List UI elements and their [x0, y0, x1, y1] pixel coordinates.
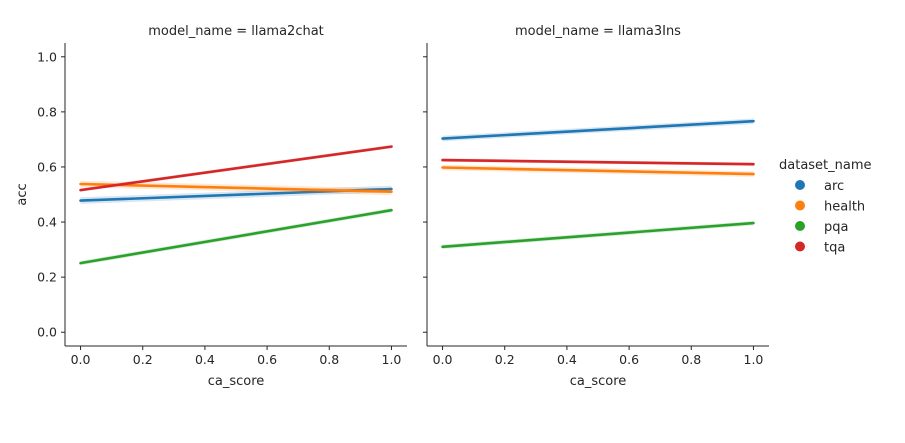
panel-1: model_name = llama2chat 0.0 0.2 0.4 0.6 0.8 1.…	[15, 24, 407, 389]
x-tick-label: 0.6	[619, 352, 639, 367]
y-tick-label: 0.6	[37, 159, 57, 174]
series-pqa-line	[441, 221, 755, 249]
x-tick-label: 0.0	[433, 352, 453, 367]
legend-marker	[795, 180, 805, 190]
x-tick-label: 1.0	[382, 352, 402, 367]
panel-title: model_name = llama3Ins	[515, 24, 681, 39]
x-tick-label: 0.2	[495, 352, 515, 367]
legend-label: health	[824, 200, 865, 215]
y-tick-label: 0.2	[37, 270, 57, 285]
panel-2: model_name = llama3Ins 0.0 0.2 0.4 0.6 0.8 1.0…	[423, 24, 769, 389]
panel-title: model_name = llama2chat	[148, 24, 324, 39]
y-axis-label: acc	[15, 183, 30, 205]
y-tick-label: 0.8	[37, 104, 57, 119]
legend-marker	[795, 241, 805, 252]
legend-item-arc: arc	[795, 179, 844, 194]
x-tick-label: 0.6	[257, 352, 277, 367]
x-axis-label: ca_score	[570, 374, 627, 389]
series-health	[79, 180, 393, 196]
y-tick-label: 0.4	[37, 215, 57, 230]
x-tick-label: 0.4	[557, 352, 577, 367]
legend-item-pqa: pqa	[795, 220, 848, 235]
x-tick-label: 1.0	[744, 352, 764, 367]
series-arc	[441, 118, 755, 142]
legend-label: pqa	[824, 220, 848, 235]
legend-item-tqa: tqa	[795, 241, 845, 256]
series-tqa	[441, 158, 755, 166]
series-pqa	[79, 208, 393, 266]
series-tqa-line	[79, 145, 393, 192]
x-tick-label: 0.2	[133, 352, 153, 367]
legend-item-health: health	[795, 200, 865, 215]
x-tick-label: 0.8	[681, 352, 701, 367]
x-tick-label: 0.4	[195, 352, 215, 367]
series-health-line	[441, 166, 755, 176]
series-pqa-line	[79, 208, 393, 265]
y-tick-label: 1.0	[37, 49, 57, 64]
series-tqa	[79, 144, 393, 192]
legend-title: dataset_name	[779, 158, 872, 173]
legend-label: tqa	[824, 241, 845, 256]
series-arc-line	[441, 119, 755, 140]
x-tick-label: 0.0	[71, 352, 91, 367]
series-tqa-line	[441, 158, 755, 166]
legend-marker	[795, 200, 805, 211]
x-axis-label: ca_score	[208, 374, 265, 389]
legend-label: arc	[824, 179, 844, 194]
chart-panels: model_name = llama2chat 0.0 0.2 0.4 0.6 0.8 1.…	[15, 24, 769, 389]
series-pqa	[441, 220, 755, 249]
legend-marker	[795, 221, 805, 231]
y-tick-label: 0.0	[37, 325, 57, 340]
x-tick-label: 0.8	[319, 352, 339, 367]
series-health-line	[79, 182, 393, 193]
series-health	[441, 164, 755, 177]
